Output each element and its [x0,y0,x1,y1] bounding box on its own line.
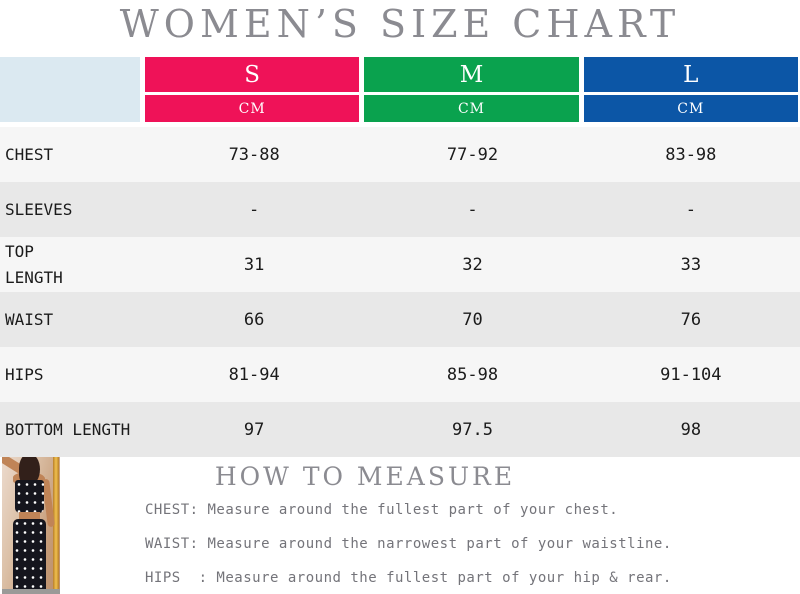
size-header-l: L [583,57,798,92]
photo-background-strip [53,457,59,594]
cell-hips-l: 91-104 [660,364,722,385]
photo-model-midriff [19,512,40,520]
measure-instruction-waist: WAIST: Measure around the narrowest part… [145,536,672,552]
unit-header-l: CM [583,95,798,122]
cell-bottom-length-m: 97.5 [452,419,493,440]
cell-hips-s: 81-94 [228,364,280,385]
row-label: CHEST [5,144,54,164]
table-row-hips: HIPS 81-94 85-98 91-104 [0,347,800,402]
cell-bottom-length-s: 97 [243,419,265,440]
size-header-s: S [145,57,360,92]
table-row-top-length: TOP LENGTH 31 32 33 [0,237,800,292]
cell-top-length-s: 31 [243,254,265,275]
model-photo [2,457,60,594]
cell-waist-m: 70 [462,309,483,330]
table-header: S CM M CM L CM [0,57,800,122]
size-column-l: L CM [583,57,798,122]
cell-sleeves-s: - [249,199,260,220]
row-label: TOP LENGTH [5,241,63,287]
unit-header-s: CM [145,95,360,122]
photo-model-hair [19,457,40,486]
table-row-waist: WAIST 66 70 76 [0,292,800,347]
cell-hips-m: 85-98 [446,364,499,385]
page-title: WOMEN’S SIZE CHART [119,2,681,46]
table-row-chest: CHEST 73-88 77-92 83-98 [0,127,800,182]
unit-header-m: CM [364,95,579,122]
cell-top-length-m: 32 [462,254,483,275]
size-table-body: CHEST 73-88 77-92 83-98 SLEEVES - - - TO… [0,127,800,457]
photo-floor [2,589,60,594]
cell-chest-l: 83-98 [665,144,717,165]
row-label: HIPS [5,364,44,384]
row-label: BOTTOM LENGTH [5,419,131,439]
measure-instruction-hips: HIPS : Measure around the fullest part o… [145,570,672,586]
size-column-s: S CM [145,57,360,122]
cell-waist-l: 76 [680,309,702,330]
size-column-m: M CM [364,57,579,122]
row-label: SLEEVES [5,199,73,219]
cell-sleeves-m: - [467,199,478,220]
table-row-bottom-length: BOTTOM LENGTH 97 97.5 98 [0,402,800,457]
how-to-measure-title: HOW TO MEASURE [214,462,516,491]
cell-sleeves-l: - [685,199,696,220]
cell-bottom-length-l: 98 [680,419,702,440]
photo-model-top [15,480,44,513]
row-label: WAIST [5,309,54,329]
cell-chest-m: 77-92 [446,144,499,165]
cell-top-length-l: 33 [680,254,702,275]
measure-instruction-chest: CHEST: Measure around the fullest part o… [145,502,619,518]
photo-model-skirt [13,519,46,594]
size-header-m: M [364,57,579,92]
cell-waist-s: 66 [243,309,265,330]
cell-chest-s: 73-88 [228,144,280,165]
table-row-sleeves: SLEEVES - - - [0,182,800,237]
corner-cell [0,57,140,122]
